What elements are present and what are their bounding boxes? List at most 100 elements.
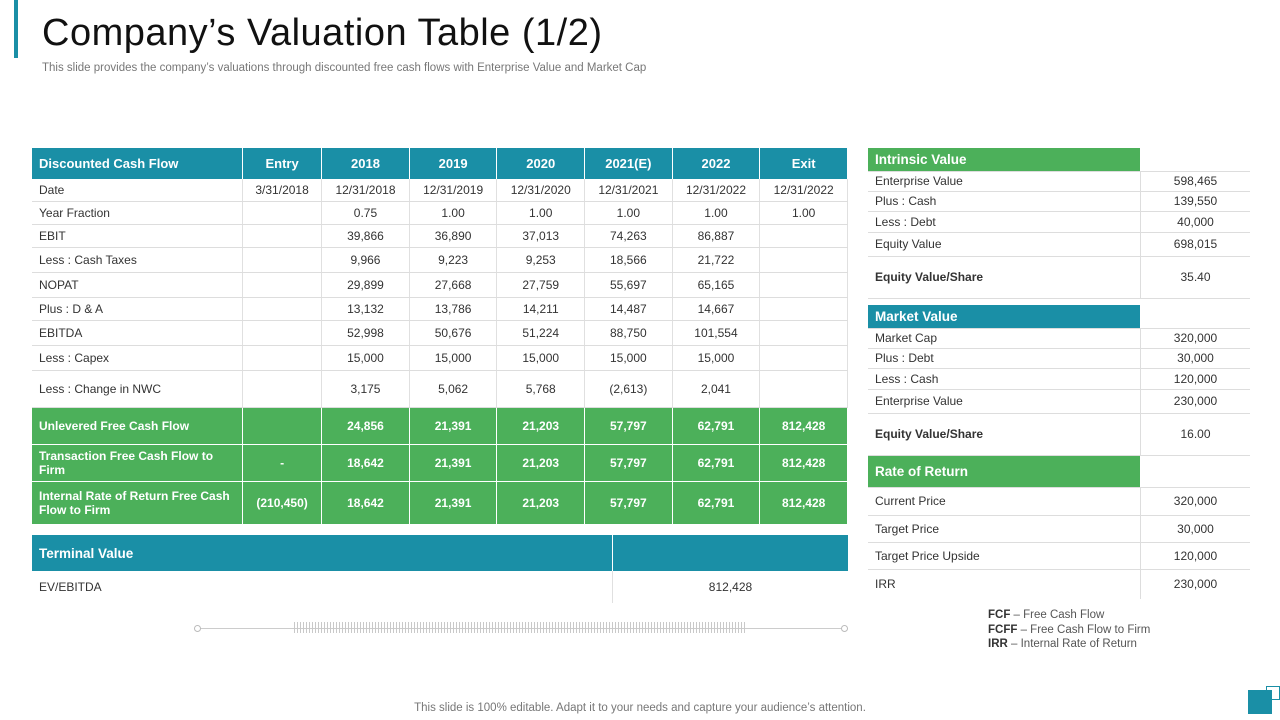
table-cell: 15,000 bbox=[672, 345, 761, 371]
return-value: 120,000 bbox=[1140, 542, 1250, 570]
table-cell: 65,165 bbox=[672, 272, 761, 298]
table-cell: 15,000 bbox=[496, 345, 586, 371]
table-cell: 1.00 bbox=[496, 201, 586, 225]
table-cell: 57,797 bbox=[584, 444, 673, 482]
dcf-row-transaction-fcff: Transaction Free Cash Flow to Firm - 18,… bbox=[32, 444, 848, 482]
table-cell: Less : Capex bbox=[32, 345, 243, 371]
table-cell: 101,554 bbox=[672, 320, 761, 346]
scrollbar-end-handle[interactable] bbox=[841, 625, 848, 632]
dcf-row-unlevered-fcf: Unlevered Free Cash Flow 24,856 21,391 2… bbox=[32, 407, 848, 445]
legend-item: FCF – Free Cash Flow bbox=[988, 609, 1105, 621]
abbreviation-legend: FCF – Free Cash Flow FCFF – Free Cash Fl… bbox=[988, 608, 1150, 652]
market-value: 30,000 bbox=[1140, 348, 1250, 369]
return-label: Target Price bbox=[868, 515, 1141, 543]
table-cell: 1.00 bbox=[672, 201, 761, 225]
return-label: Current Price bbox=[868, 487, 1141, 516]
table-cell: 14,487 bbox=[584, 297, 673, 321]
table-cell: 14,211 bbox=[496, 297, 586, 321]
table-cell: 39,866 bbox=[321, 224, 410, 248]
table-cell: 21,203 bbox=[496, 481, 586, 525]
dcf-col-header: Exit bbox=[759, 148, 848, 179]
table-cell: 812,428 bbox=[759, 444, 848, 482]
dcf-row-nopat: NOPAT 29,899 27,668 27,759 55,697 65,165 bbox=[32, 272, 848, 298]
table-cell: 12/31/2020 bbox=[496, 179, 586, 202]
table-cell bbox=[759, 345, 848, 371]
table-cell: 1.00 bbox=[409, 201, 498, 225]
table-cell: 21,391 bbox=[409, 444, 498, 482]
dcf-col-header: 2020 bbox=[496, 148, 586, 179]
table-cell: 1.00 bbox=[759, 201, 848, 225]
dcf-row-d-and-a: Plus : D & A 13,132 13,786 14,211 14,487… bbox=[32, 297, 848, 321]
return-value: 230,000 bbox=[1173, 577, 1218, 592]
intrinsic-value: 698,015 bbox=[1140, 232, 1250, 257]
table-cell: 1.00 bbox=[584, 201, 673, 225]
table-cell: Transaction Free Cash Flow to Firm bbox=[32, 444, 243, 482]
scrollbar-start-handle[interactable] bbox=[194, 625, 201, 632]
rate-of-return-table: Rate of Return Current Price 320,000 Tar… bbox=[868, 456, 1250, 599]
table-cell: Plus : D & A bbox=[32, 297, 243, 321]
market-label: Less : Cash bbox=[868, 368, 1141, 390]
table-cell bbox=[759, 320, 848, 346]
rate-of-return-heading: Rate of Return bbox=[868, 456, 1141, 488]
terminal-value-heading: Terminal Value bbox=[32, 535, 613, 571]
intrinsic-value: 40,000 bbox=[1140, 211, 1250, 233]
table-cell: 24,856 bbox=[321, 407, 410, 445]
dcf-col-header: 2019 bbox=[409, 148, 498, 179]
table-cell: EBITDA bbox=[32, 320, 243, 346]
table-cell: 15,000 bbox=[409, 345, 498, 371]
market-label: Plus : Debt bbox=[868, 348, 1141, 369]
page-subtitle: This slide provides the company’s valuat… bbox=[42, 62, 647, 74]
table-cell: 9,253 bbox=[496, 247, 586, 273]
scrollbar-thumb[interactable] bbox=[294, 622, 746, 633]
table-cell bbox=[242, 320, 323, 346]
table-cell: 62,791 bbox=[672, 407, 761, 445]
terminal-value-amount: 812,428 bbox=[612, 571, 848, 603]
market-label: Enterprise Value bbox=[868, 389, 1141, 414]
dcf-col-header: 2022 bbox=[672, 148, 761, 179]
terminal-value-heading-blank bbox=[612, 535, 848, 571]
table-cell: (2,613) bbox=[584, 370, 673, 408]
table-cell: 57,797 bbox=[584, 481, 673, 525]
table-cell: 62,791 bbox=[672, 481, 761, 525]
table-cell: 5,768 bbox=[496, 370, 586, 408]
table-cell bbox=[242, 370, 323, 408]
market-per-share-label: Equity Value/Share bbox=[868, 413, 1141, 456]
table-cell: 27,668 bbox=[409, 272, 498, 298]
market-value-heading: Market Value bbox=[868, 305, 1141, 329]
return-label: Target Price Upside bbox=[868, 542, 1141, 570]
table-cell: 18,566 bbox=[584, 247, 673, 273]
market-per-share-value: 16.00 bbox=[1140, 413, 1250, 456]
return-value: 320,000 bbox=[1140, 487, 1250, 516]
market-value: 120,000 bbox=[1140, 368, 1250, 390]
table-cell: 55,697 bbox=[584, 272, 673, 298]
table-cell: 12/31/2022 bbox=[672, 179, 761, 202]
header-blank bbox=[1140, 456, 1250, 488]
corner-decoration bbox=[1248, 690, 1272, 714]
dcf-row-ebitda: EBITDA 52,998 50,676 51,224 88,750 101,5… bbox=[32, 320, 848, 346]
table-cell: 5,062 bbox=[409, 370, 498, 408]
dcf-col-header: Discounted Cash Flow bbox=[32, 148, 243, 179]
terminal-value-table: Terminal Value EV/EBITDA 812,428 bbox=[32, 535, 848, 603]
table-cell: - bbox=[242, 444, 323, 482]
table-cell bbox=[759, 272, 848, 298]
intrinsic-value: 598,465 bbox=[1140, 171, 1250, 192]
footer-note: This slide is 100% editable. Adapt it to… bbox=[414, 702, 866, 714]
horizontal-scrollbar[interactable] bbox=[194, 622, 848, 633]
table-cell: 21,391 bbox=[409, 481, 498, 525]
table-cell: 21,391 bbox=[409, 407, 498, 445]
table-cell: Internal Rate of Return Free Cash Flow t… bbox=[32, 481, 243, 525]
table-cell: 18,642 bbox=[321, 444, 410, 482]
table-cell bbox=[759, 224, 848, 248]
table-cell: 13,786 bbox=[409, 297, 498, 321]
table-cell: EBIT bbox=[32, 224, 243, 248]
table-cell bbox=[242, 272, 323, 298]
table-cell: 13,132 bbox=[321, 297, 410, 321]
table-cell: 14,667 bbox=[672, 297, 761, 321]
intrinsic-value-table: Intrinsic Value Enterprise Value 598,465… bbox=[868, 148, 1250, 299]
intrinsic-label: Equity Value bbox=[868, 232, 1141, 257]
table-cell: 88,750 bbox=[584, 320, 673, 346]
table-cell: 21,203 bbox=[496, 407, 586, 445]
table-cell: NOPAT bbox=[32, 272, 243, 298]
legend-item: IRR – Internal Rate of Return bbox=[988, 638, 1137, 650]
intrinsic-per-share-value: 35.40 bbox=[1140, 256, 1250, 299]
